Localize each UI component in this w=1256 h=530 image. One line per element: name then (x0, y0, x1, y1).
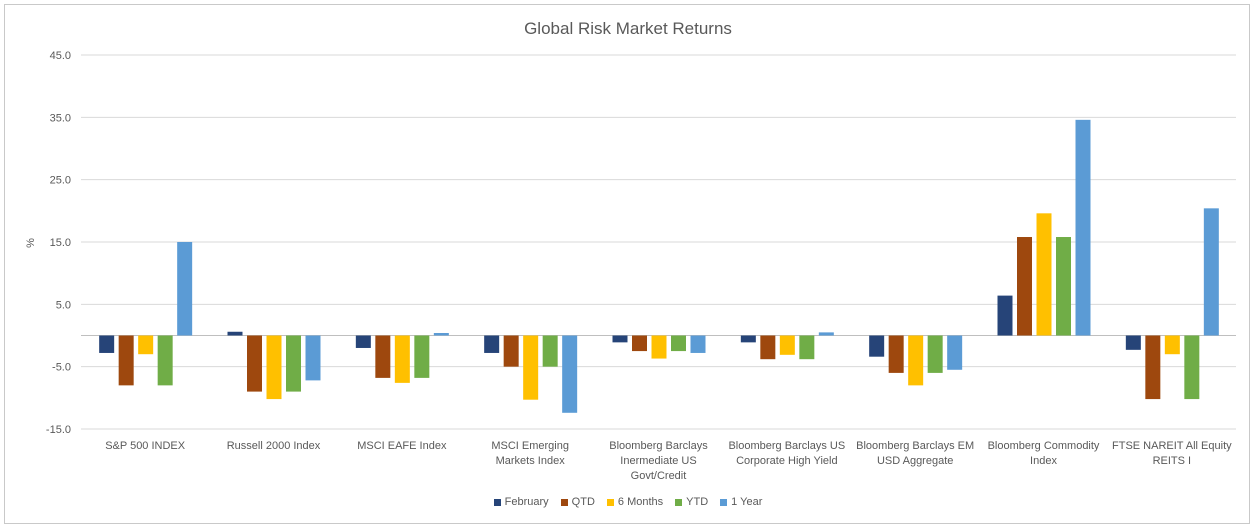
legend-swatch (560, 498, 568, 506)
x-category-label: Russell 2000 Index (227, 440, 321, 452)
bar (542, 335, 558, 367)
bar (760, 335, 776, 360)
bar (927, 335, 943, 373)
y-tick-label: -5.0 (52, 362, 71, 374)
bar (1164, 335, 1180, 355)
bar (690, 335, 706, 353)
legend-label: 1 Year (731, 496, 763, 508)
legend-label: YTD (686, 496, 709, 508)
bar (433, 333, 449, 336)
x-category-label: FTSE NAREIT All Equity REITS I (1112, 440, 1232, 467)
bar (947, 335, 963, 370)
y-tick-label: 25.0 (50, 175, 71, 187)
bar (227, 331, 243, 336)
bar (612, 335, 628, 343)
x-category-label: Bloomberg Barclays EM USD Aggregate (856, 440, 974, 467)
bar (266, 335, 282, 400)
y-axis-label: % (25, 238, 37, 248)
x-category-label: MSCI EAFE Index (357, 440, 447, 452)
bar (671, 335, 686, 352)
bar (1036, 213, 1052, 336)
legend-swatch (493, 498, 501, 506)
x-category-label: S&P 500 INDEX (105, 440, 186, 452)
legend-item: QTD (560, 496, 595, 508)
bar (99, 335, 115, 353)
bar (523, 335, 539, 400)
bar (908, 335, 924, 386)
bar (1017, 237, 1032, 336)
y-tick-label: 35.0 (50, 112, 71, 124)
x-category-label: Bloomberg Barclays Inermediate US Govt/Cre… (609, 440, 708, 482)
x-category-label: MSCI Emerging Markets Index (491, 440, 569, 467)
bar (869, 335, 885, 357)
legend-label: QTD (571, 496, 595, 508)
chart-title: Global Risk Market Returns (524, 19, 732, 38)
bar (1184, 335, 1200, 400)
bar (562, 335, 578, 413)
bar (177, 242, 193, 336)
y-tick-label: 5.0 (56, 299, 71, 311)
bar (997, 295, 1013, 336)
legend-label: February (504, 496, 549, 508)
bar (1056, 237, 1071, 336)
bar (503, 335, 519, 367)
legend-swatch (606, 498, 614, 506)
bar (818, 332, 834, 336)
bar (138, 335, 154, 355)
bar (1125, 335, 1141, 350)
bar (651, 335, 667, 359)
bar (355, 335, 371, 348)
legend-label: 6 Months (617, 496, 664, 508)
bar (247, 335, 262, 392)
legend-item: 1 Year (720, 496, 762, 508)
bar (375, 335, 391, 378)
bar (484, 335, 500, 353)
bar (157, 335, 173, 386)
bar (632, 335, 647, 352)
y-tick-label: 45.0 (50, 50, 71, 62)
bar (414, 335, 430, 378)
bar (394, 335, 410, 383)
bar (1075, 119, 1091, 336)
y-tick-label: 15.0 (50, 237, 71, 249)
bar (118, 335, 134, 386)
legend-swatch (675, 498, 683, 506)
x-category-label: Bloomberg Commodity Index (988, 440, 1100, 467)
legend-item: 6 Months (606, 496, 664, 508)
y-tick-label: -15.0 (46, 424, 71, 436)
bar (779, 335, 795, 355)
bar (888, 335, 904, 373)
chart-legend: February QTD 6 Months YTD 1 Year (0, 496, 1256, 508)
legend-item: February (493, 496, 549, 508)
bar (286, 335, 301, 392)
legend-swatch (720, 498, 728, 506)
bar (1145, 335, 1161, 400)
x-category-label: Bloomberg Barclays US Corporate High Yiel… (728, 440, 845, 467)
legend-item: YTD (675, 496, 708, 508)
bar (740, 335, 756, 343)
bar (799, 335, 815, 360)
bar (305, 335, 321, 381)
bar (1203, 208, 1219, 336)
